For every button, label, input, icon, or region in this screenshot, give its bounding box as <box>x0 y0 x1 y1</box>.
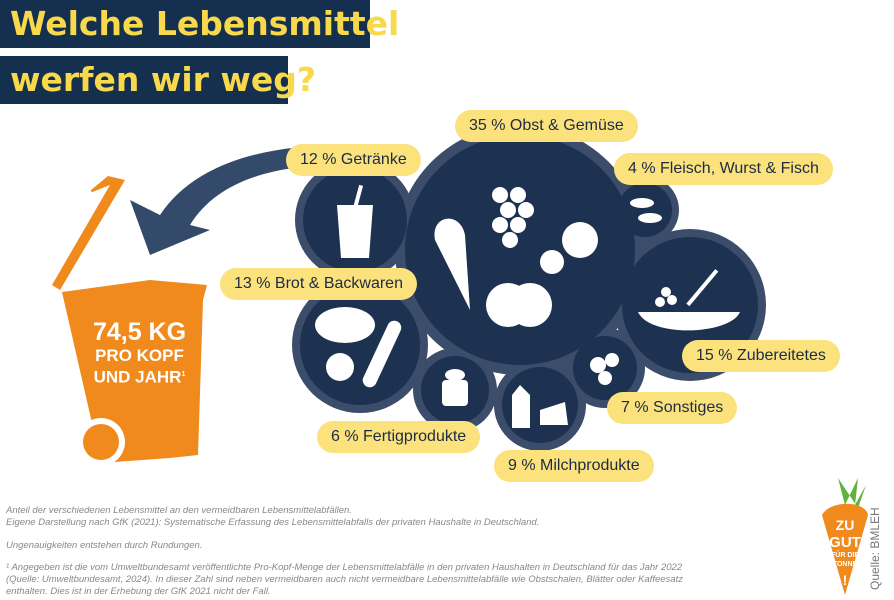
title-line-1: Welche Lebensmittel <box>0 0 399 48</box>
svg-text:TONNE: TONNE <box>833 561 858 568</box>
bin-label: 74,5 KG PRO KOPF UND JAHR1 <box>72 318 207 387</box>
circle-obst-gemuese <box>405 135 635 365</box>
trash-bin-icon <box>52 176 207 466</box>
dairy-icon <box>512 385 568 428</box>
note-1: Anteil der verschiedenen Lebensmittel an… <box>6 505 352 516</box>
zu-gut-fuer-die-tonne-logo: ZU GUT FÜR DIE TONNE ! <box>822 478 868 595</box>
bin-footnote-mark: 1 <box>181 371 186 378</box>
bin-line3: UND JAHR <box>93 367 182 387</box>
svg-text:ZU: ZU <box>836 517 855 533</box>
note-3: Ungenauigkeiten entstehen durch Rundunge… <box>6 540 203 551</box>
svg-text:GUT: GUT <box>829 534 861 551</box>
label-obst-gemuese: 35 % Obst & Gemüse <box>455 110 638 142</box>
label-fertigprodukte: 6 % Fertigprodukte <box>317 421 481 453</box>
label-sonstiges: 7 % Sonstiges <box>607 392 738 424</box>
label-fleisch-fisch: 4 % Fleisch, Wurst & Fisch <box>614 153 833 185</box>
note-2: Eigene Darstellung nach GfK (2021): Syst… <box>6 517 540 528</box>
fish-icon <box>630 198 662 223</box>
drink-glass-icon <box>337 184 373 258</box>
label-milchprodukte: 9 % Milchprodukte <box>494 450 654 482</box>
circle-fisch <box>618 183 672 237</box>
prepared-meal-icon <box>638 269 740 331</box>
title-line-2: werfen wir weg? <box>0 56 316 104</box>
arrow-icon <box>130 145 410 255</box>
note-4: ¹ Angegeben ist die vom Umweltbundesamt … <box>6 562 683 573</box>
note-6: enthalten. Dies ist in der Erhebung der … <box>6 586 271 597</box>
label-zubereitetes: 15 % Zubereitetes <box>682 340 840 372</box>
svg-text:FÜR DIE: FÜR DIE <box>831 550 859 559</box>
other-icon <box>590 353 619 385</box>
label-getraenke: 12 % Getränke <box>286 144 421 176</box>
circle-brot <box>300 285 420 405</box>
svg-text:!: ! <box>843 572 848 588</box>
bin-amount: 74,5 KG <box>92 318 187 346</box>
bin-line2: PRO KOPF <box>95 346 184 365</box>
label-brot-backwaren: 13 % Brot & Backwaren <box>220 268 417 300</box>
bread-icon <box>315 307 402 388</box>
note-5: (Quelle: Umweltbundesamt, 2024). In dies… <box>6 574 683 585</box>
fruit-vegetable-icon <box>434 187 598 327</box>
source-credit: Quelle: BMLEH <box>868 507 882 590</box>
canned-food-icon <box>442 369 468 406</box>
